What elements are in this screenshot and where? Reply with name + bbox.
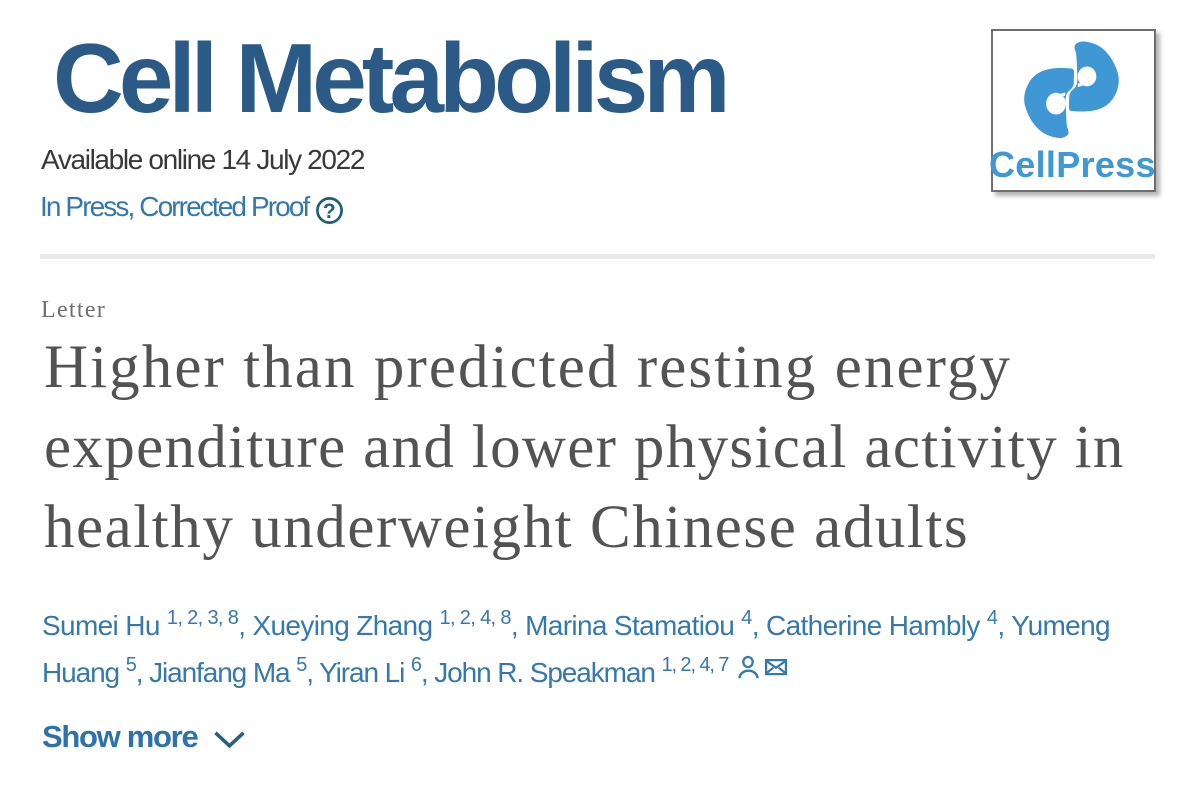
- svg-text:?: ?: [323, 200, 336, 223]
